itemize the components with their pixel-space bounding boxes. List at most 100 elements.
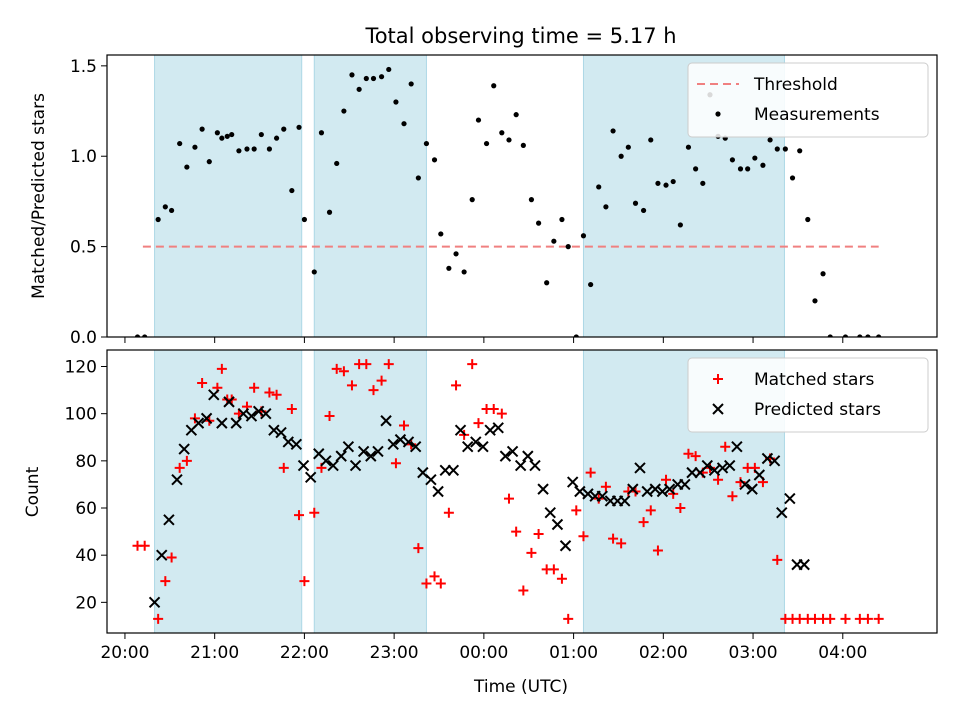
predicted-stars-point-42 <box>462 440 474 453</box>
measurements-point-17 <box>258 131 264 138</box>
predicted-stars-point-4 <box>178 443 190 455</box>
matched-stars-point-6 <box>181 455 192 466</box>
measurements-point-65 <box>618 153 624 159</box>
predicted-stars-point-33 <box>394 433 407 446</box>
predicted-stars-point-21 <box>304 471 317 484</box>
matched-stars-point-23 <box>299 576 310 587</box>
measurements-point-30 <box>356 86 362 92</box>
predicted-stars-point-9 <box>216 417 228 429</box>
top-shaded-interval-1 <box>313 54 427 338</box>
predicted-stars-point-38 <box>432 485 444 498</box>
measurements-point-71 <box>663 182 669 188</box>
bottom-axes-frame <box>106 349 938 634</box>
measurements-point-4 <box>169 207 175 214</box>
predicted-stars-point-7 <box>200 412 213 425</box>
measurements-point-84 <box>760 162 766 168</box>
bottom-y-tick-label-4: 100 <box>65 405 97 425</box>
measurements-point-18 <box>266 146 273 152</box>
matched-stars-point-31 <box>361 359 372 370</box>
measurements-point-92 <box>820 271 826 277</box>
matched-stars-point-45 <box>467 359 478 370</box>
predicted-stars-point-51 <box>529 459 541 472</box>
predicted-stars-point-31 <box>380 415 392 427</box>
matched-stars-point-42 <box>443 507 454 518</box>
bottom-y-tick-label-0: 20 <box>75 593 97 613</box>
top-axes-frame <box>106 54 938 338</box>
predicted-stars-point-78 <box>731 440 743 453</box>
matched-stars-point-24 <box>309 507 320 518</box>
predicted-stars-point-44 <box>477 440 489 453</box>
matched-stars-point-21 <box>286 403 297 414</box>
predicted-stars-point-37 <box>425 474 437 486</box>
predicted-stars-point-58 <box>582 488 594 500</box>
matched-stars-point-53 <box>526 547 537 558</box>
measurements-point-20 <box>281 126 287 132</box>
measurements-point-27 <box>334 160 340 167</box>
matched-stars-point-96 <box>862 613 873 624</box>
top-y-tick-label-0: 0.0 <box>70 328 97 348</box>
measurements-point-63 <box>603 204 609 210</box>
measurements-point-7 <box>192 144 198 150</box>
predicted-stars-point-79 <box>739 478 751 491</box>
predicted-stars-point-84 <box>776 507 788 519</box>
matched-stars-point-8 <box>197 378 208 389</box>
matched-stars-point-73 <box>675 503 686 514</box>
matched-stars-point-68 <box>638 517 649 528</box>
x-axis-label: Time (UTC) <box>473 677 568 697</box>
x-tick-label-1: 21:00 <box>190 643 239 663</box>
x-tick-label-4: 00:00 <box>459 643 508 663</box>
matched-stars-point-65 <box>616 538 627 549</box>
measurements-point-96 <box>865 334 871 337</box>
matched-stars-point-75 <box>690 451 701 462</box>
matched-stars-point-64 <box>608 533 619 544</box>
matched-stars-point-50 <box>503 493 514 504</box>
measurements-point-72 <box>670 178 676 185</box>
matched-stars-point-4 <box>166 552 177 563</box>
matched-stars-point-18 <box>264 387 275 398</box>
top-y-tick-label-2: 1.0 <box>70 147 97 167</box>
predicted-stars-point-18 <box>282 436 294 448</box>
measurements-point-26 <box>326 209 333 215</box>
measurements-point-13 <box>229 131 235 138</box>
matched-stars-point-19 <box>271 389 282 400</box>
measurements-point-42 <box>446 265 452 271</box>
legend-matched-stars-swatch <box>713 374 723 384</box>
measurements-point-36 <box>401 121 407 127</box>
measurements-point-94 <box>842 334 849 337</box>
measurements-point-55 <box>544 280 550 286</box>
matched-stars-point-97 <box>873 613 884 624</box>
measurements-point-70 <box>655 180 661 186</box>
bottom-plot-area <box>132 359 884 624</box>
matched-stars-point-11 <box>216 363 227 374</box>
predicted-stars-point-66 <box>641 485 653 498</box>
matched-stars-point-69 <box>645 505 656 516</box>
measurements-point-69 <box>648 137 654 143</box>
predicted-stars-point-47 <box>499 450 512 462</box>
predicted-stars-point-56 <box>566 476 579 488</box>
top-panel: 0.0 0.5 1.0 1.5 Threshold Measurements <box>70 54 938 348</box>
measurements-point-93 <box>827 334 833 337</box>
matched-stars-point-22 <box>294 510 305 521</box>
measurements-point-74 <box>685 144 692 150</box>
predicted-stars-point-23 <box>320 455 332 467</box>
measurements-point-64 <box>610 128 616 134</box>
bottom-shaded-interval-0 <box>154 349 303 634</box>
bottom-legend: Matched stars Predicted stars <box>687 357 929 433</box>
measurements-point-56 <box>551 238 557 244</box>
measurements-point-45 <box>469 197 475 203</box>
measurements-point-43 <box>453 251 459 257</box>
measurements-point-21 <box>289 187 295 194</box>
predicted-stars-point-75 <box>708 464 721 476</box>
legend-predicted-stars-swatch <box>712 403 724 415</box>
matched-stars-point-43 <box>451 380 462 391</box>
predicted-stars-point-40 <box>447 464 460 476</box>
bottom-y-tick-label-2: 60 <box>75 499 97 519</box>
measurements-point-66 <box>625 144 631 150</box>
measurements-point-90 <box>805 216 811 223</box>
measurements-point-2 <box>155 216 161 223</box>
matched-stars-point-39 <box>421 578 432 589</box>
measurements-point-19 <box>273 135 280 141</box>
predicted-stars-point-13 <box>245 410 258 422</box>
measurements-point-91 <box>812 298 818 304</box>
predicted-stars-point-3 <box>171 474 183 486</box>
